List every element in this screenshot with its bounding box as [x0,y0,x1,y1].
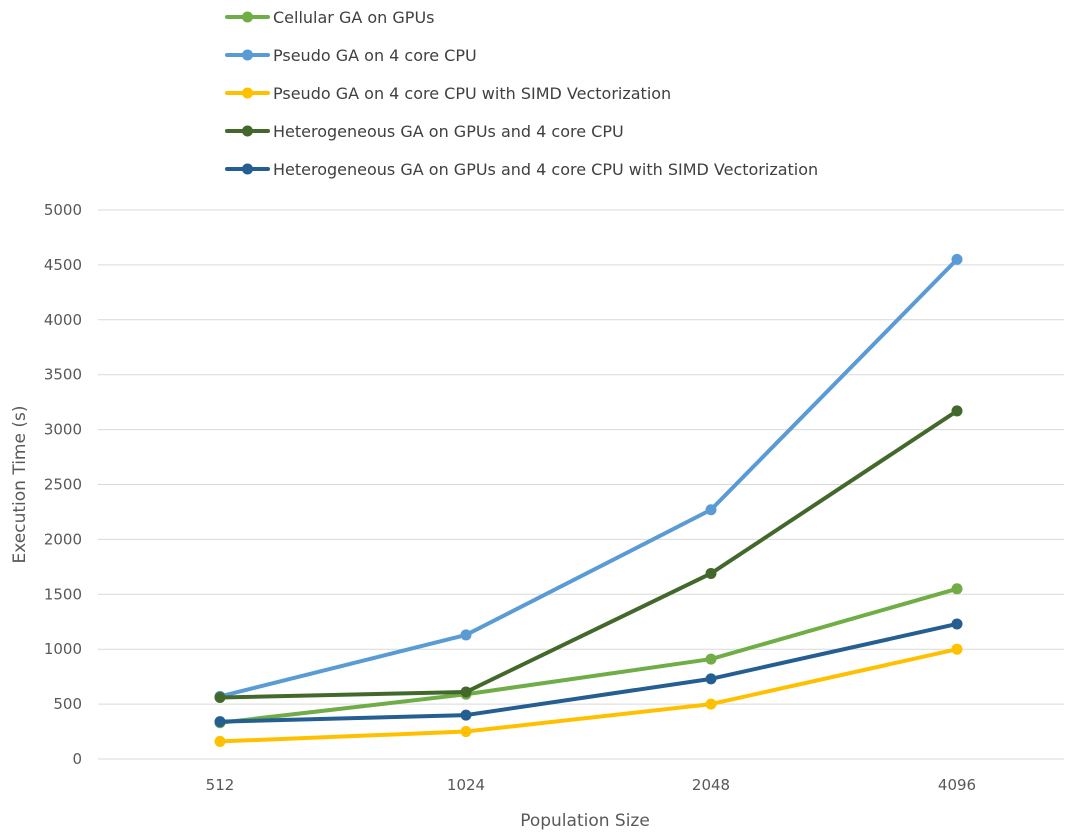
series-layer [214,253,963,747]
series-line [218,408,959,700]
data-point [705,653,717,665]
series-group [214,618,963,728]
legend: Cellular GA on GPUs Pseudo GA on 4 core C… [225,8,818,179]
y-tick-label: 5000 [44,201,82,219]
data-point [460,726,472,738]
legend-label: Heterogeneous GA on GPUs and 4 core CPU [273,122,624,141]
data-point [705,673,717,685]
x-axis-ticks: 512 1024 2048 4096 [206,776,976,794]
data-point [951,405,963,417]
legend-swatch-marker [242,125,253,137]
y-tick-label: 3500 [44,366,82,384]
legend-item: Heterogeneous GA on GPUs and 4 core CPU … [225,160,818,179]
x-tick-label: 512 [206,776,235,794]
series-group [214,405,963,704]
legend-item: Heterogeneous GA on GPUs and 4 core CPU [225,122,624,141]
series-group [214,643,963,747]
data-point [460,629,472,641]
legend-swatch-marker [242,49,253,61]
data-point [951,253,963,265]
legend-swatch-marker [242,11,253,23]
legend-label: Cellular GA on GPUs [273,8,435,27]
legend-label: Pseudo GA on 4 core CPU [273,46,477,65]
y-tick-label: 0 [72,750,82,768]
y-tick-label: 1000 [44,640,82,658]
legend-item: Cellular GA on GPUs [225,8,435,27]
series-line [218,586,959,725]
x-tick-label: 4096 [938,776,976,794]
legend-item: Pseudo GA on 4 core CPU with SIMD Vector… [225,84,671,103]
data-point [705,504,717,516]
series-group [214,583,963,729]
y-tick-label: 2500 [44,476,82,494]
legend-swatch-marker [242,87,253,99]
y-tick-label: 2000 [44,530,82,548]
legend-swatch-marker [242,163,253,175]
series-line [218,257,959,699]
data-point [951,618,963,630]
data-point [951,583,963,595]
gridlines [98,209,1064,760]
series-line [218,647,959,744]
data-point [214,716,226,728]
data-point [705,698,717,710]
x-tick-label: 1024 [447,776,485,794]
y-tick-label: 500 [53,695,82,713]
series-line [218,621,959,724]
x-axis-title: Population Size [520,811,650,831]
data-point [460,686,472,698]
y-axis-ticks: 0 500 1000 1500 2000 2500 3000 3500 4000 4500 5000 [44,201,82,768]
legend-label: Pseudo GA on 4 core CPU with SIMD Vector… [273,84,671,103]
data-point [214,692,226,704]
y-tick-label: 4500 [44,256,82,274]
data-point [705,567,717,579]
data-point [460,709,472,721]
y-tick-label: 1500 [44,585,82,603]
y-tick-label: 3000 [44,421,82,439]
data-point [951,643,963,655]
legend-item: Pseudo GA on 4 core CPU [225,46,477,65]
data-point [214,735,226,747]
y-axis-title: Execution Time (s) [10,406,30,564]
x-tick-label: 2048 [692,776,730,794]
legend-label: Heterogeneous GA on GPUs and 4 core CPU … [273,160,818,179]
y-tick-label: 4000 [44,311,82,329]
